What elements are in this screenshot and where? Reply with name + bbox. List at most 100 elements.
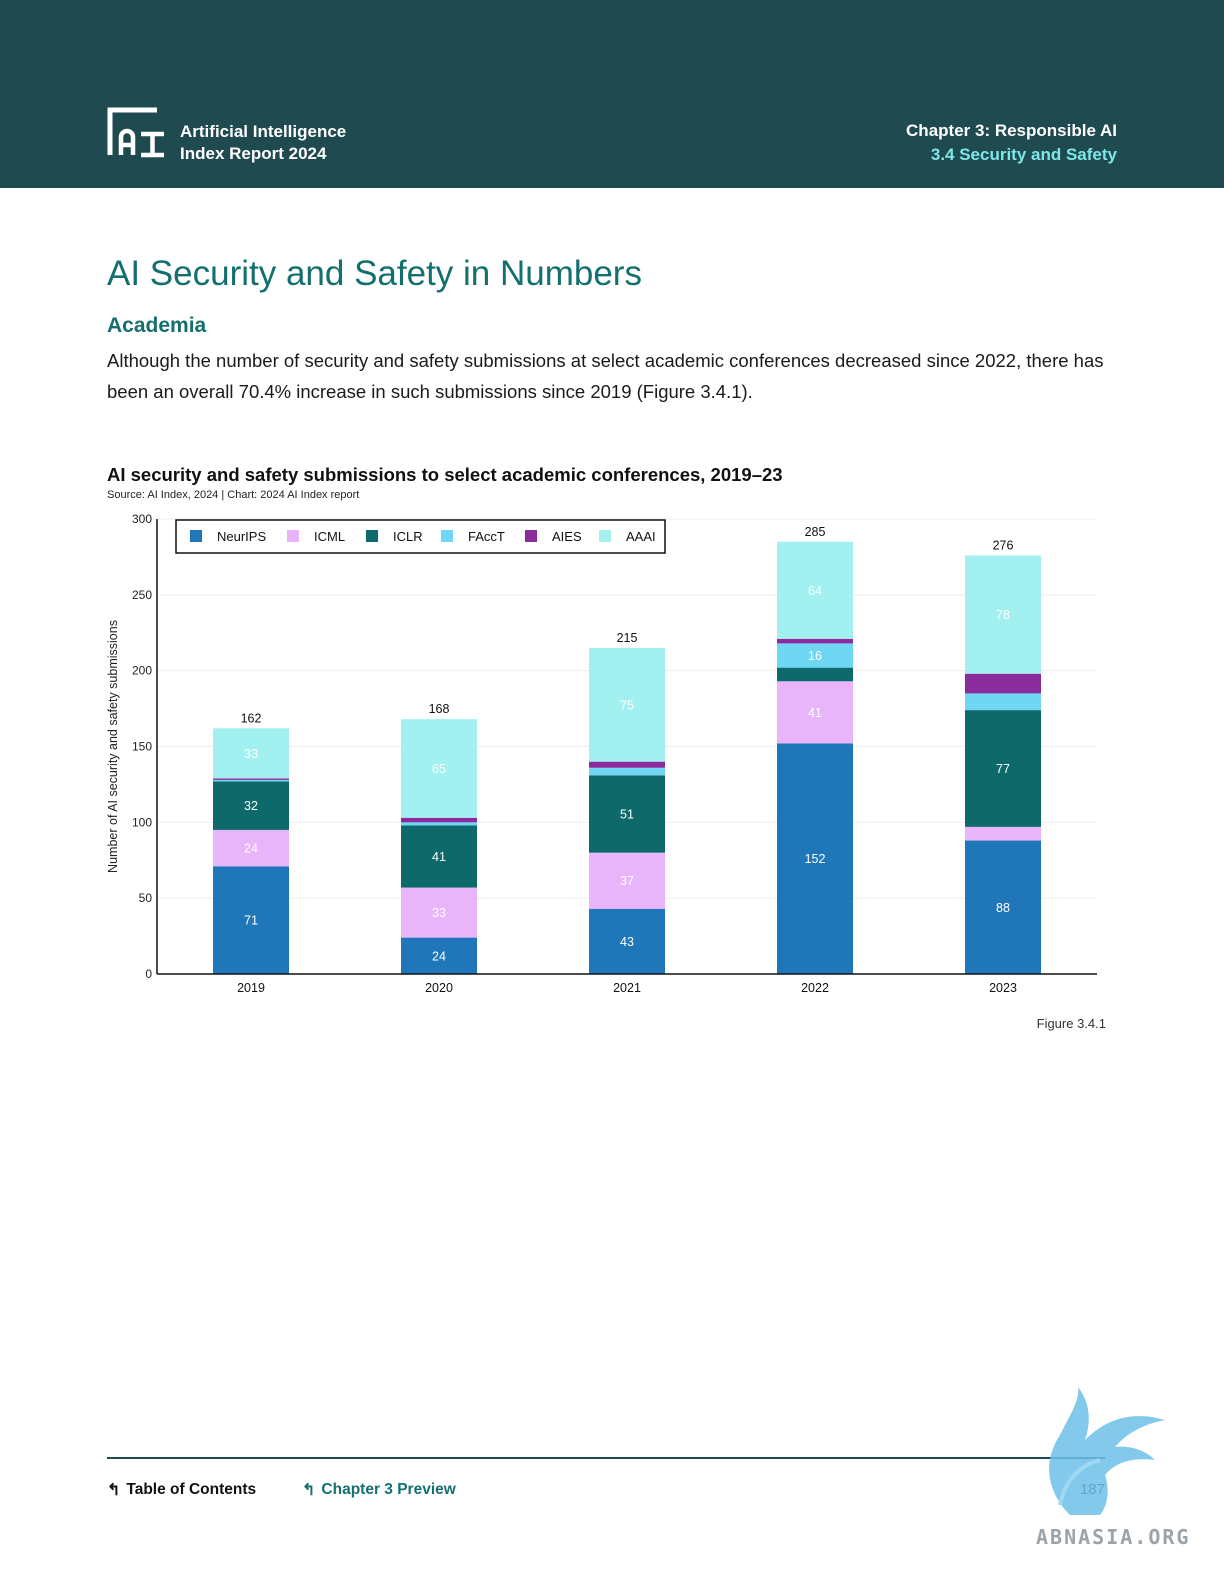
x-tick-label: 2019: [237, 981, 265, 995]
legend-label-aies: AIES: [552, 529, 582, 544]
bar-segment-icml: [965, 826, 1041, 841]
bar-segment-aies: [213, 778, 289, 780]
chart-title: AI security and safety submissions to se…: [107, 464, 783, 485]
y-axis-label: Number of AI security and safety submiss…: [106, 620, 120, 873]
bar-segment-aaai: [213, 728, 289, 779]
y-tick-label: 50: [139, 891, 153, 905]
page-title: AI Security and Safety in Numbers: [107, 254, 642, 293]
legend-swatch-aaai: [599, 530, 611, 542]
segment-value-label: 24: [432, 949, 446, 963]
bar-segment-neurips: [589, 908, 665, 974]
segment-value-label: 16: [808, 649, 822, 663]
segment-value-label: 78: [996, 608, 1010, 622]
segment-value-label: 24: [244, 842, 258, 856]
y-tick-label: 150: [132, 740, 152, 754]
x-tick-label: 2023: [989, 981, 1017, 995]
y-tick-label: 200: [132, 664, 152, 678]
legend-label-aaai: AAAI: [626, 529, 656, 544]
bar-segment-iclr: [213, 781, 289, 830]
bar-segment-aies: [401, 817, 477, 823]
legend-swatch-facct: [441, 530, 453, 542]
bar-segment-iclr: [401, 825, 477, 888]
segment-value-label: 51: [620, 807, 634, 821]
brand-name: Artificial Intelligence Index Report 202…: [180, 121, 346, 165]
segment-value-label: 43: [620, 935, 634, 949]
section-title: Academia: [107, 314, 207, 337]
bar-segment-aaai: [777, 541, 853, 639]
bar-segment-facct: [965, 693, 1041, 711]
bar-segment-neurips: [213, 866, 289, 974]
table-of-contents-link[interactable]: ↰ Table of Contents: [107, 1480, 256, 1500]
legend-swatch-icml: [287, 530, 299, 542]
segment-value-label: 71: [244, 914, 258, 928]
bar-segment-aaai: [965, 555, 1041, 674]
bar-segment-facct: [401, 822, 477, 826]
legend-label-icml: ICML: [314, 529, 345, 544]
bar-segment-neurips: [777, 743, 853, 974]
y-tick-label: 250: [132, 588, 152, 602]
bar-total-label: 285: [805, 525, 826, 539]
legend-box: [175, 519, 666, 554]
stacked-bar-chart: 0 50 100 150 200 250 300 Number of AI security …: [106, 512, 1097, 995]
section-link[interactable]: 3.4 Security and Safety: [930, 145, 1117, 164]
bar-segment-facct: [777, 643, 853, 668]
segment-value-label: 75: [620, 698, 634, 712]
bar-segment-neurips: [401, 937, 477, 974]
x-tick-label: 2022: [801, 981, 829, 995]
legend-swatch-neurips: [190, 530, 202, 542]
segment-value-label: 77: [996, 762, 1010, 776]
segment-value-label: 65: [432, 762, 446, 776]
segment-value-label: 41: [432, 850, 446, 864]
chapter-preview-link[interactable]: ↰ Chapter 3 Preview: [302, 1480, 456, 1500]
segment-value-label: 32: [244, 799, 258, 813]
chart-source: Source: AI Index, 2024 | Chart: 2024 AI …: [107, 489, 360, 501]
bar-segment-aies: [777, 638, 853, 644]
toc-label: Table of Contents: [126, 1481, 257, 1498]
bar-segment-iclr: [777, 667, 853, 682]
x-tick-label: 2021: [613, 981, 641, 995]
preview-label: Chapter 3 Preview: [321, 1481, 456, 1498]
ai-index-logo-icon: [107, 107, 164, 158]
y-tick-label: 300: [132, 512, 152, 526]
legend-swatch-iclr: [366, 530, 378, 542]
segment-value-label: 33: [432, 906, 446, 920]
bar-total-label: 168: [429, 702, 450, 716]
x-tick-label: 2020: [425, 981, 453, 995]
bar-total-label: 276: [993, 538, 1014, 552]
bar-segment-neurips: [965, 840, 1041, 974]
segment-value-label: 64: [808, 584, 822, 598]
griffin-watermark-icon: [1049, 1387, 1165, 1515]
y-tick-label: 100: [132, 815, 152, 829]
segment-value-label: 152: [805, 852, 826, 866]
bar-total-label: 215: [617, 631, 638, 645]
body-paragraph: Although the number of security and safe…: [107, 350, 1104, 402]
bar-segment-aaai: [401, 719, 477, 818]
bar-segment-aies: [589, 761, 665, 768]
y-tick-label: 0: [145, 967, 152, 981]
chapter-title: Chapter 3: Responsible AI: [906, 121, 1117, 140]
return-arrow-icon: ↰: [302, 1482, 316, 1499]
legend-swatch-aies: [525, 530, 537, 542]
bar-segment-facct: [213, 779, 289, 782]
segment-value-label: 88: [996, 901, 1010, 915]
chapter-heading: Chapter 3: Responsible AI 3.4 Security a…: [906, 119, 1117, 167]
figure-label: Figure 3.4.1: [1036, 1016, 1106, 1031]
bar-segment-aaai: [589, 647, 665, 762]
bar-segment-iclr: [589, 775, 665, 853]
bar-segment-aies: [965, 673, 1041, 694]
bar-segment-icml: [589, 852, 665, 909]
brand-line-1: Artificial Intelligence: [180, 122, 347, 141]
bar-segment-icml: [777, 681, 853, 744]
segment-value-label: 41: [808, 706, 822, 720]
segment-value-label: 37: [620, 874, 634, 888]
bar-segment-iclr: [965, 710, 1041, 827]
legend-label-facct: FAccT: [468, 529, 505, 544]
legend-label-iclr: ICLR: [393, 529, 423, 544]
legend-label-neurips: NeurIPS: [217, 529, 266, 544]
bar-total-label: 162: [241, 711, 262, 725]
report-header: Artificial Intelligence Index Report 202…: [0, 0, 1224, 188]
watermark-text: ABNASIA.ORG: [1036, 1525, 1191, 1549]
footer-divider: [107, 1457, 1105, 1459]
bar-segment-icml: [213, 829, 289, 867]
brand-line-2: Index Report 2024: [180, 144, 327, 163]
